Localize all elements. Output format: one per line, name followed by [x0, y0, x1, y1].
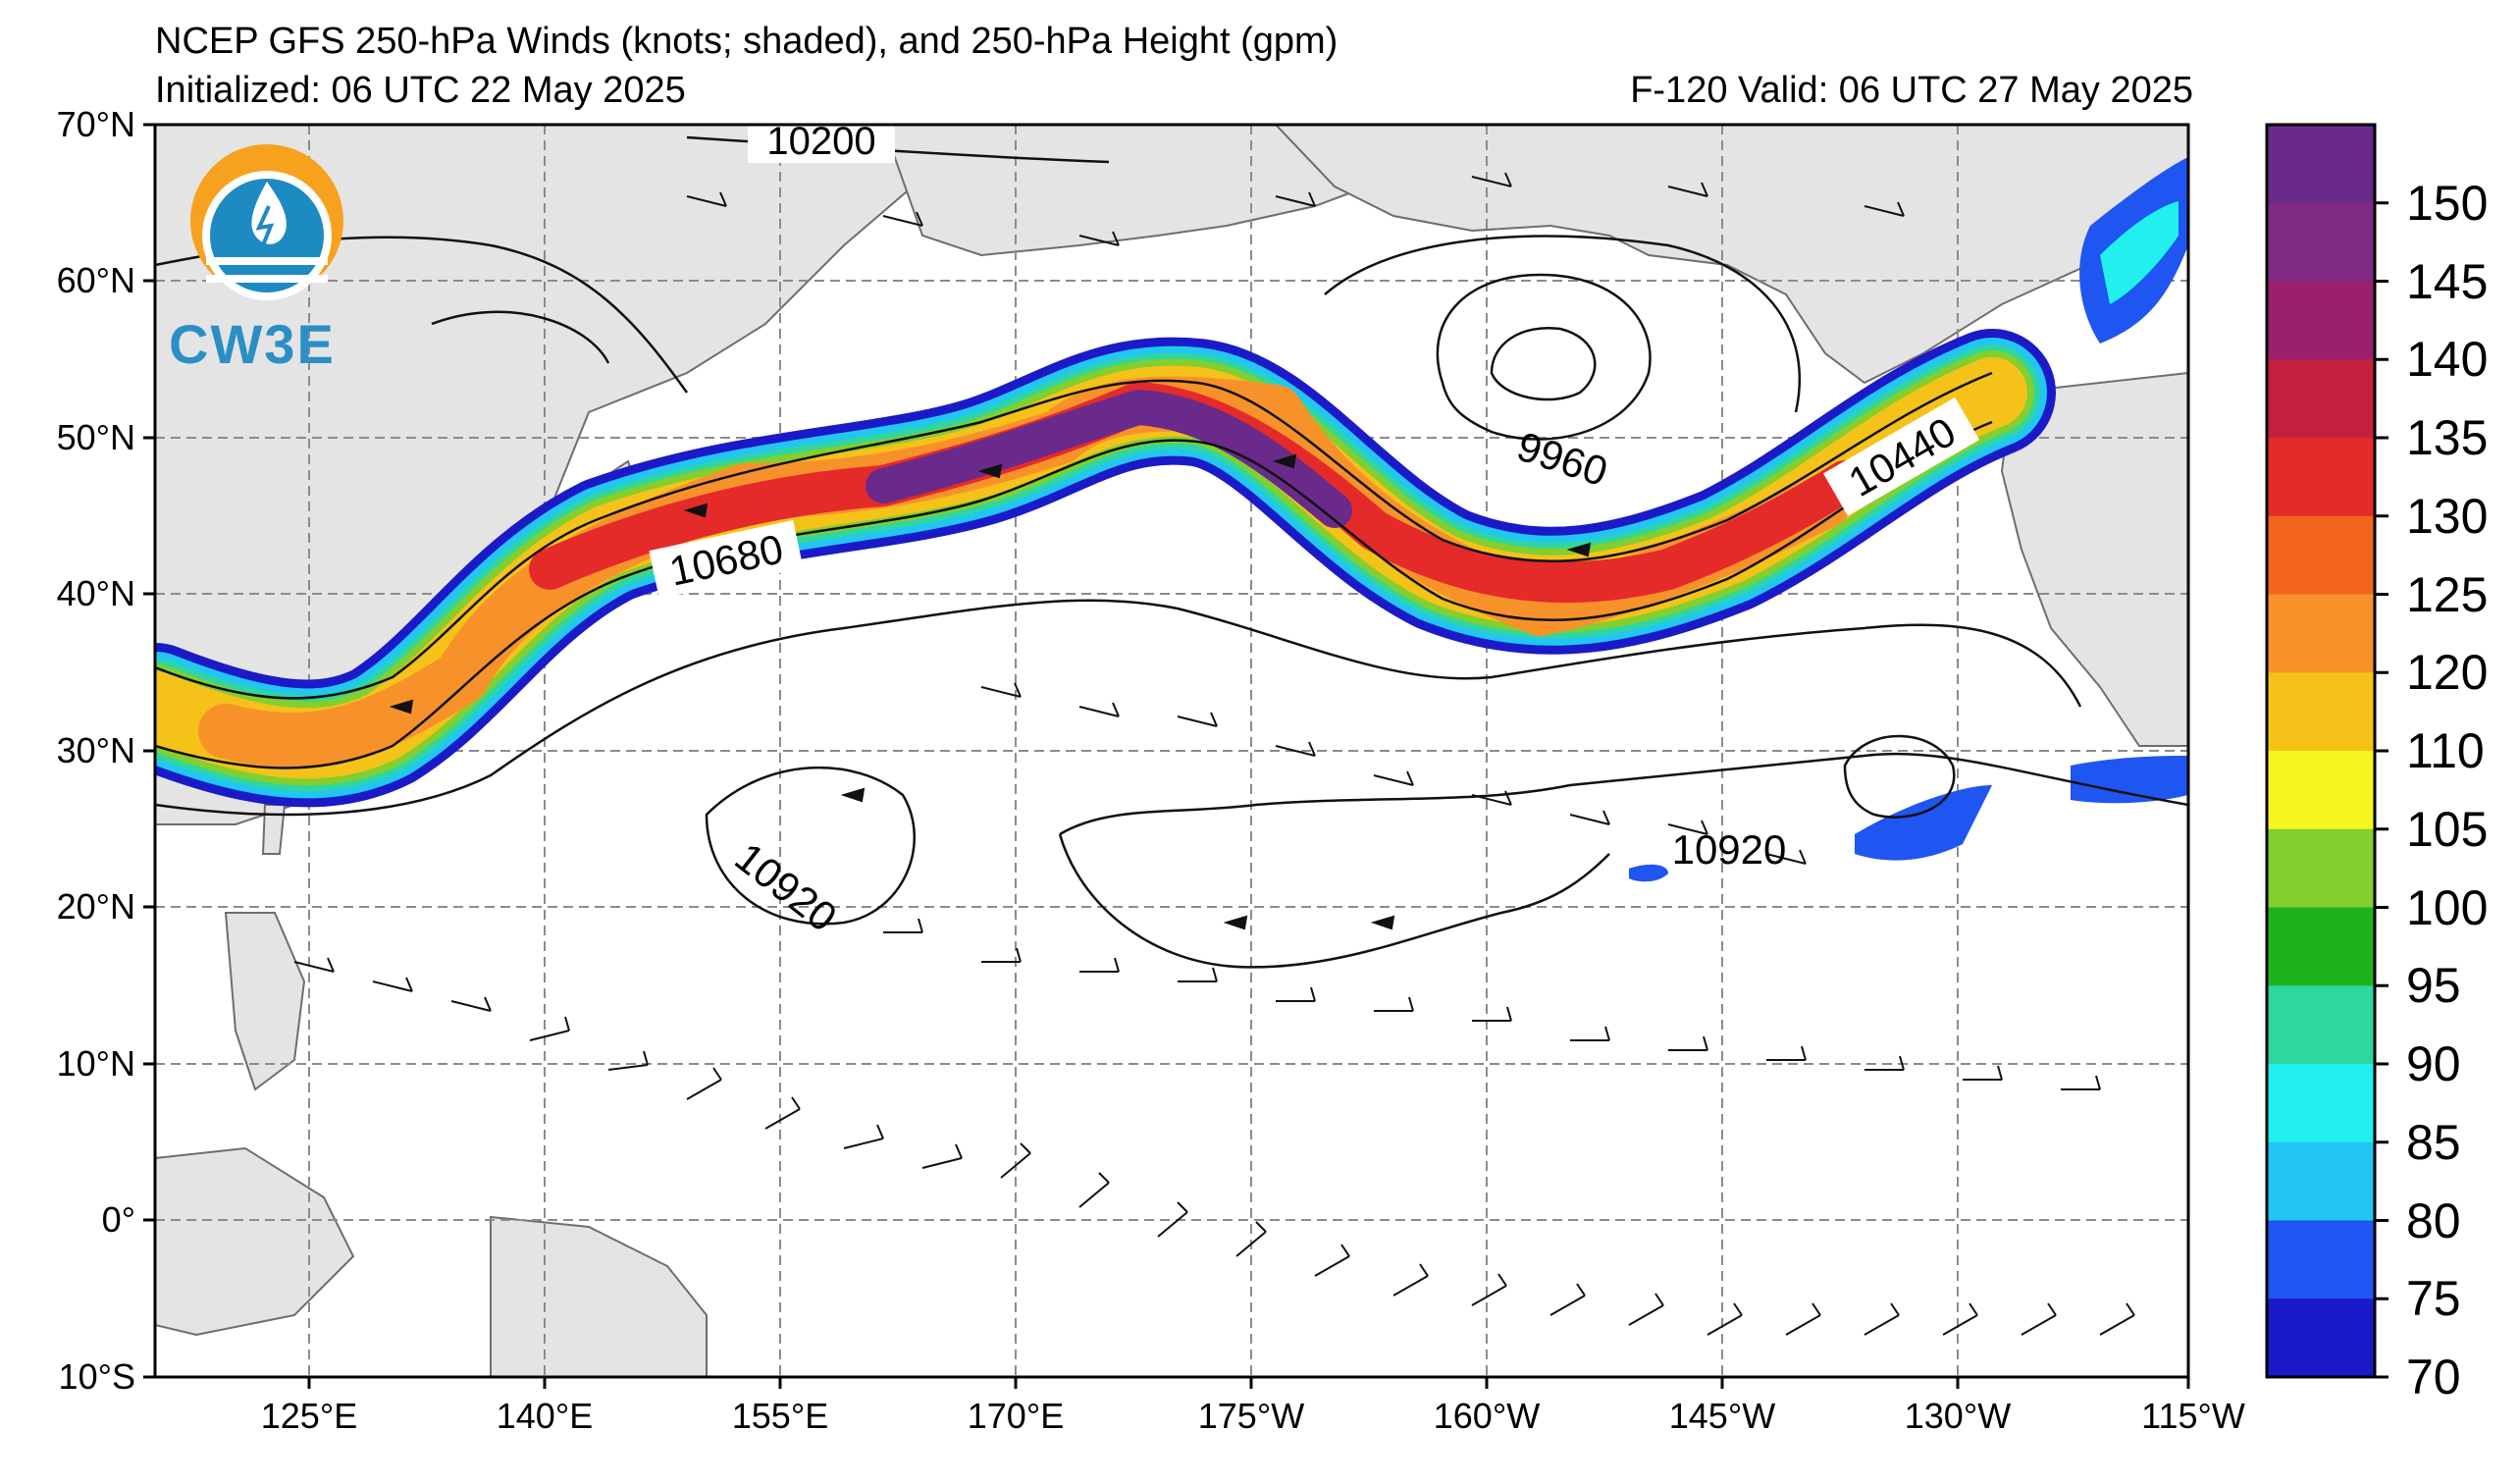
valid-time: F-120 Valid: 06 UTC 27 May 2025: [1630, 70, 2193, 111]
colorbar-label: 150: [2406, 175, 2489, 231]
colorbar-swatch: [2267, 281, 2375, 360]
colorbar-swatch: [2267, 751, 2375, 830]
lon-label-140e: 140°E: [496, 1396, 594, 1436]
colorbar-label: 85: [2406, 1114, 2461, 1170]
colorbar-label: 75: [2406, 1271, 2461, 1327]
lat-label-20n: 20°N: [56, 886, 135, 927]
borneo-sulawesi: [155, 1146, 355, 1337]
lon-label-125e: 125°E: [260, 1396, 358, 1436]
logo-text: CW3E: [169, 313, 336, 375]
colorbar-swatch: [2267, 907, 2375, 986]
contour-label-10200: 10200: [766, 120, 875, 163]
initialized-time: Initialized: 06 UTC 22 May 2025: [155, 70, 686, 111]
lat-label-70n: 70°N: [56, 104, 135, 144]
lon-label-115w: 115°W: [2141, 1396, 2245, 1436]
colorbar-label: 110: [2406, 723, 2485, 778]
lat-label-10n: 10°N: [56, 1043, 135, 1084]
lon-label-175w: 175°W: [1197, 1396, 1305, 1436]
colorbar-swatch: [2267, 1298, 2375, 1378]
map-title: NCEP GFS 250-hPa Winds (knots; shaded), …: [155, 21, 1339, 62]
colorbar-swatch: [2267, 1141, 2375, 1221]
lat-label-50n: 50°N: [56, 417, 135, 457]
lon-label-130w: 130°W: [1904, 1396, 2012, 1436]
axis-ticks: [143, 123, 2190, 1389]
lat-label-0: 0°: [101, 1199, 135, 1240]
colorbar-swatch: [2267, 828, 2375, 908]
colorbar-label: 130: [2406, 488, 2489, 544]
lat-label-10s: 10°S: [58, 1356, 135, 1397]
colorbar-label: 135: [2406, 410, 2489, 465]
cw3e-logo: [190, 144, 343, 300]
colorbar-label: 140: [2406, 332, 2489, 388]
colorbar-label: 80: [2406, 1192, 2461, 1248]
colorbar-label: 105: [2406, 801, 2489, 857]
colorbar-label: 70: [2406, 1350, 2461, 1404]
colorbar-swatch: [2267, 985, 2375, 1065]
lon-label-160w: 160°W: [1433, 1396, 1541, 1436]
wind-barbs: [293, 172, 2135, 1336]
jet-patches: [1629, 157, 2188, 882]
colorbar: [2267, 125, 2375, 1378]
colorbar-swatch: [2267, 1064, 2375, 1143]
colorbar-label: 145: [2406, 253, 2489, 309]
colorbar-label: 125: [2406, 566, 2489, 622]
colorbar-swatch: [2267, 359, 2375, 439]
colorbar-swatch: [2267, 672, 2375, 752]
colorbar-label: 90: [2406, 1036, 2461, 1091]
colorbar-swatch: [2267, 125, 2375, 204]
colorbar-ticks: [2375, 201, 2389, 1379]
colorbar-swatch: [2267, 438, 2375, 517]
north-america-landmass: [2000, 371, 2188, 747]
colorbar-label: 120: [2406, 645, 2489, 701]
colorbar-label: 100: [2406, 879, 2489, 935]
philippines: [224, 912, 306, 1091]
colorbar-label: 95: [2406, 958, 2461, 1014]
lon-label-145w: 145°W: [1668, 1396, 1776, 1436]
taiwan: [261, 804, 287, 855]
jet-stream: [155, 329, 2056, 808]
colorbar-swatch: [2267, 1220, 2375, 1299]
lon-label-170e: 170°E: [967, 1396, 1065, 1436]
lat-label-60n: 60°N: [56, 260, 135, 300]
colorbar-swatch: [2267, 202, 2375, 282]
lat-label-30n: 30°N: [56, 730, 135, 770]
colorbar-swatch: [2267, 515, 2375, 595]
contour-label-10920-east: 10920: [1672, 826, 1787, 873]
colorbar-swatch: [2267, 594, 2375, 673]
height-contours: [155, 135, 2188, 969]
lat-label-40n: 40°N: [56, 573, 135, 613]
lon-label-155e: 155°E: [731, 1396, 829, 1436]
